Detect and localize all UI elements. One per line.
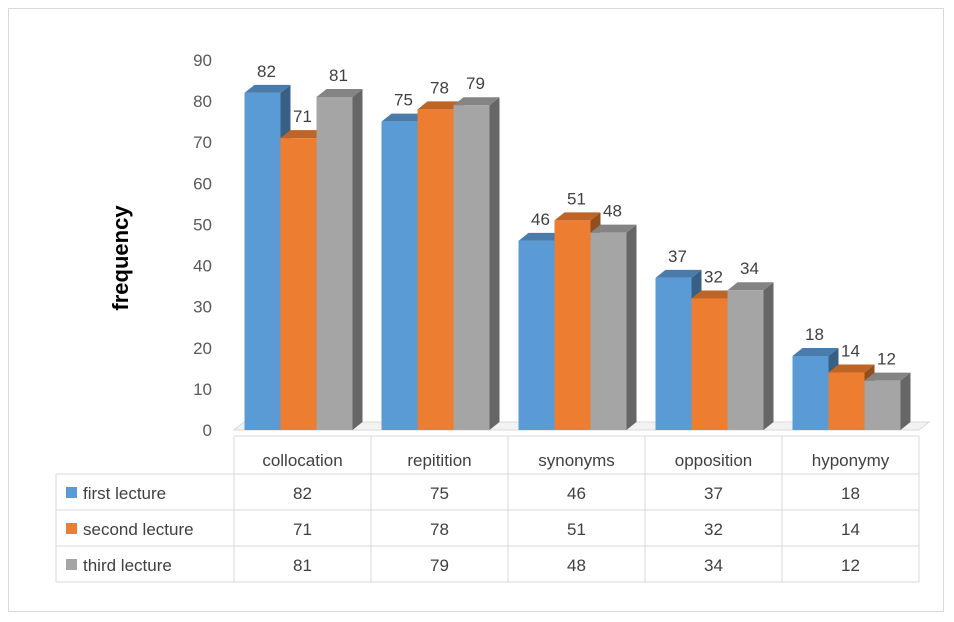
y-axis: 0 10 20 30 40 50 60 70 80 90 xyxy=(193,51,212,440)
bar-front xyxy=(727,290,764,430)
y-tick-label: 50 xyxy=(193,215,212,234)
bar-front xyxy=(828,372,865,430)
bar xyxy=(727,282,774,430)
bar-front xyxy=(864,380,901,430)
bar-top xyxy=(691,290,738,299)
bar-side xyxy=(900,372,911,430)
y-tick-label: 30 xyxy=(193,298,212,317)
table-cell: 78 xyxy=(430,520,449,539)
category-label: synonyms xyxy=(538,451,615,470)
bar-side xyxy=(489,97,500,430)
bar xyxy=(316,89,363,430)
category-label: repitition xyxy=(407,451,471,470)
table-cell: 82 xyxy=(293,484,312,503)
bar-front xyxy=(691,298,728,430)
bar-front xyxy=(280,138,317,430)
bar-front xyxy=(244,92,281,430)
bar-side xyxy=(626,224,637,430)
y-tick-label: 40 xyxy=(193,257,212,276)
bar-top xyxy=(316,89,363,97)
data-label: 46 xyxy=(531,210,550,229)
data-label: 78 xyxy=(430,78,449,97)
bar-top xyxy=(727,282,774,291)
y-tick-label: 90 xyxy=(193,51,212,70)
bar-top xyxy=(655,269,702,278)
legend-key xyxy=(66,487,77,498)
bar-front xyxy=(518,240,555,430)
data-label: 51 xyxy=(567,189,586,208)
bar-top xyxy=(381,113,428,122)
category-label: opposition xyxy=(675,451,753,470)
bar xyxy=(864,372,911,430)
bar-side xyxy=(352,89,363,430)
data-label: 81 xyxy=(329,66,348,85)
data-label: 79 xyxy=(466,74,485,93)
legend-label: second lecture xyxy=(83,520,194,539)
data-label: 48 xyxy=(603,202,622,221)
data-label: 18 xyxy=(805,325,824,344)
legend-label: first lecture xyxy=(83,484,166,503)
data-labels: 82 71 81 75 78 79 46 51 48 37 32 34 18 14 12 xyxy=(257,62,896,369)
legend-key xyxy=(66,523,77,534)
data-label: 34 xyxy=(740,259,759,278)
bar-top xyxy=(792,348,839,356)
bar xyxy=(590,224,637,430)
bar-front xyxy=(453,105,490,430)
table-cell: 18 xyxy=(841,484,860,503)
legend-key xyxy=(66,559,77,570)
data-label: 32 xyxy=(704,267,723,286)
table-cell: 48 xyxy=(567,556,586,575)
table-cell: 12 xyxy=(841,556,860,575)
bar-front xyxy=(792,356,829,430)
bar-top xyxy=(828,364,875,373)
data-label: 14 xyxy=(841,341,860,360)
bar-side xyxy=(763,282,774,430)
category-label: collocation xyxy=(262,451,342,470)
bar-top xyxy=(280,130,327,139)
bar-front xyxy=(554,220,591,430)
table-cell: 75 xyxy=(430,484,449,503)
table-cell: 81 xyxy=(293,556,312,575)
table-cell: 46 xyxy=(567,484,586,503)
table-cell: 71 xyxy=(293,520,312,539)
table-cell: 79 xyxy=(430,556,449,575)
data-label: 71 xyxy=(293,107,312,126)
y-axis-title: frequency xyxy=(108,205,133,311)
table-cell: 14 xyxy=(841,520,860,539)
bar xyxy=(453,97,500,430)
y-tick-label: 0 xyxy=(203,421,212,440)
y-tick-label: 20 xyxy=(193,339,212,358)
data-label: 82 xyxy=(257,62,276,81)
y-tick-label: 80 xyxy=(193,92,212,111)
table-cell: 37 xyxy=(704,484,723,503)
data-table: collocation repitition synonyms opposition h… xyxy=(55,435,920,583)
y-tick-label: 60 xyxy=(193,174,212,193)
bar-top xyxy=(864,372,911,381)
bar xyxy=(554,212,601,430)
bar-front xyxy=(590,232,627,430)
category-label: hyponymy xyxy=(812,451,890,470)
bar-top xyxy=(244,84,291,93)
table-cell: 51 xyxy=(567,520,586,539)
y-tick-label: 10 xyxy=(193,380,212,399)
bar-front xyxy=(381,121,418,431)
table-cell: 34 xyxy=(704,556,723,575)
bar-top xyxy=(590,224,637,233)
data-label: 75 xyxy=(394,91,413,110)
bar-front xyxy=(417,109,454,430)
table-cell: 32 xyxy=(704,520,723,539)
y-tick-label: 70 xyxy=(193,133,212,152)
bar-front xyxy=(655,277,692,430)
bar-top xyxy=(453,97,500,106)
bar-front xyxy=(316,97,353,430)
bar-top xyxy=(554,212,601,221)
plot-area xyxy=(232,84,931,431)
data-label: 12 xyxy=(877,350,896,369)
bar-top xyxy=(417,101,464,110)
data-label: 37 xyxy=(668,247,687,266)
legend-label: third lecture xyxy=(83,556,172,575)
bar-top xyxy=(518,232,565,241)
